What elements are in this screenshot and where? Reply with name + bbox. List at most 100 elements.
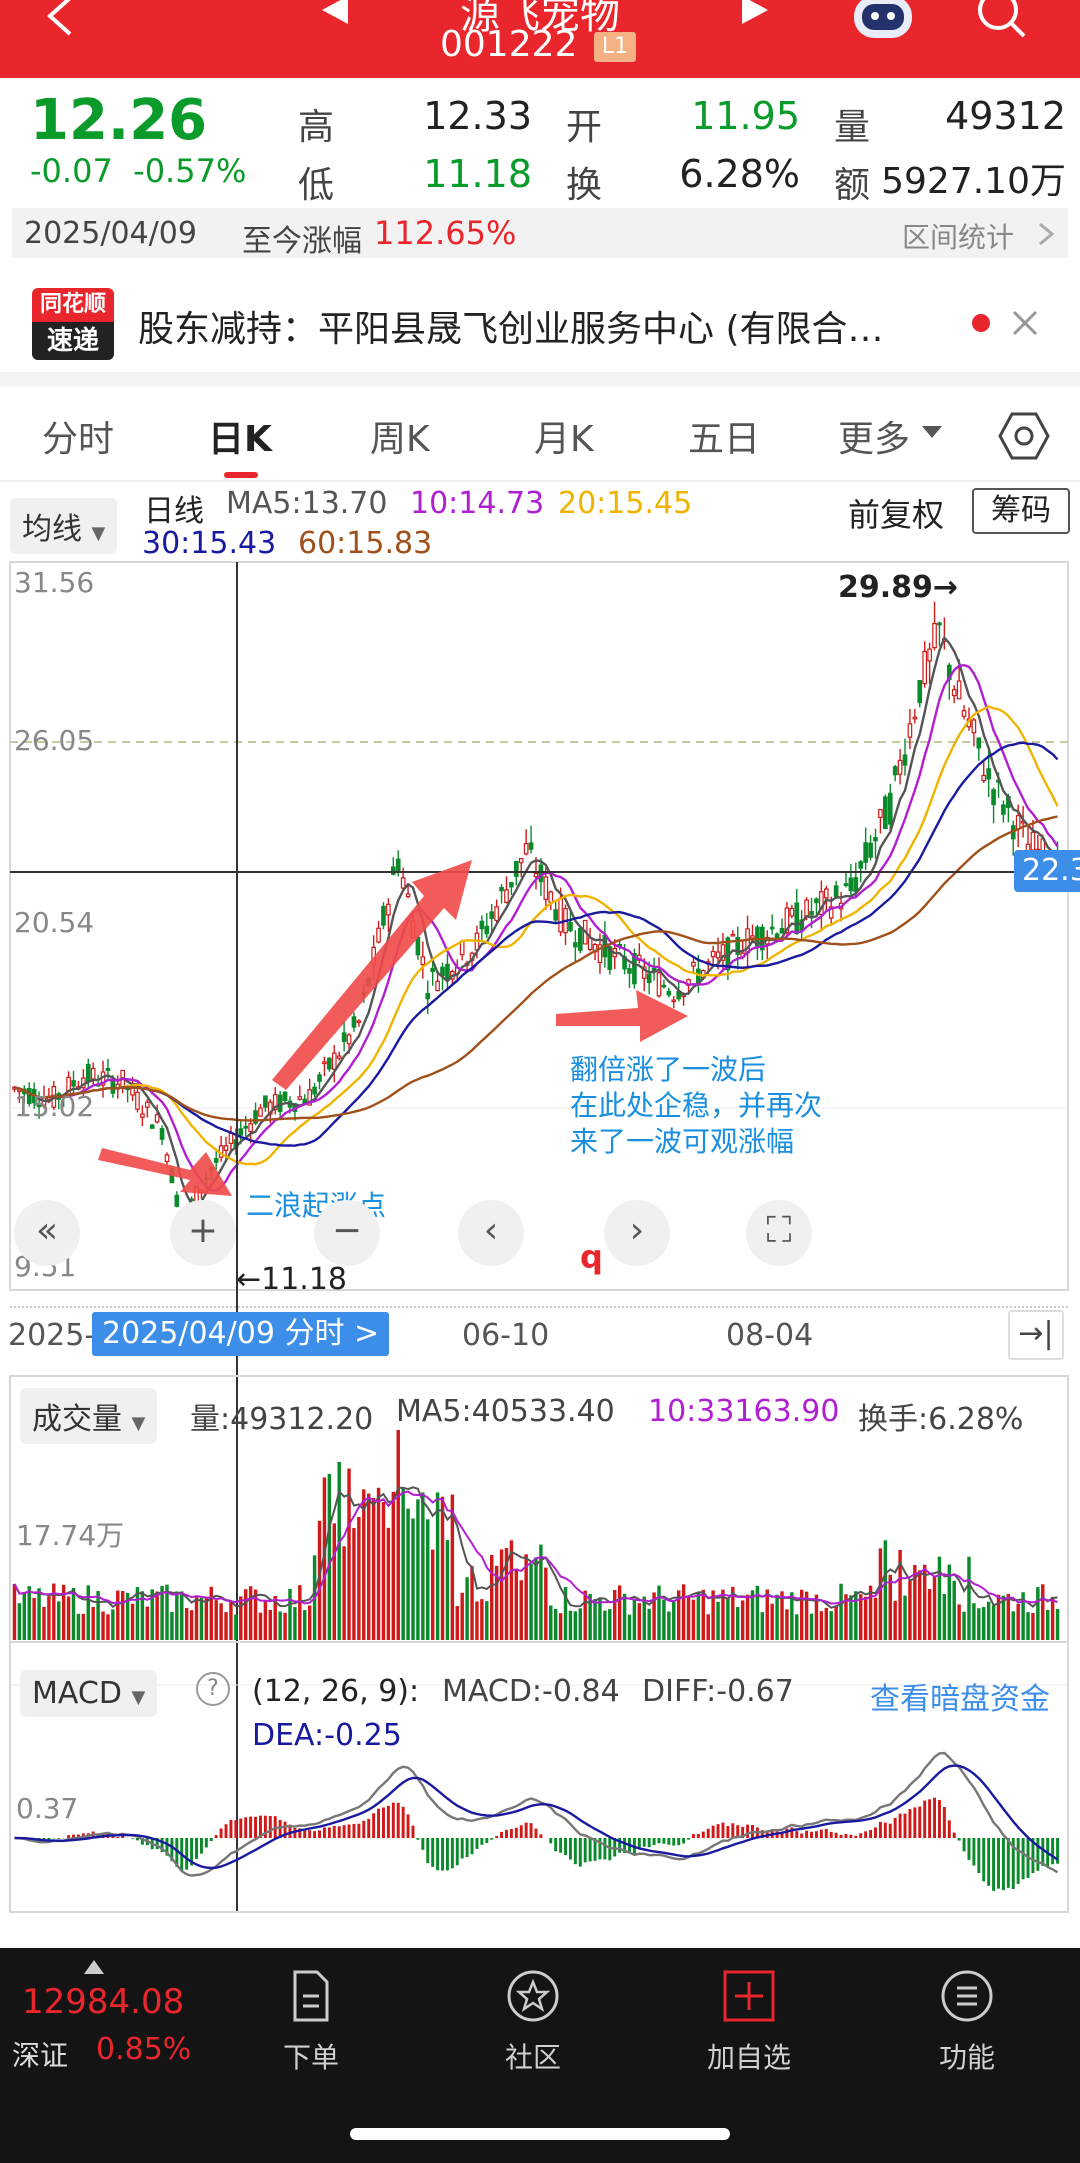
turnover-label: 换 <box>566 165 603 206</box>
candle-body <box>386 903 391 916</box>
candle-body <box>533 872 539 878</box>
volume-bar <box>549 1605 553 1640</box>
volume-bar <box>111 1609 115 1640</box>
volume-bar <box>829 1611 833 1640</box>
ma-selector-label: 均线 <box>22 512 82 547</box>
candle-body <box>543 876 549 900</box>
volume-bar <box>362 1489 366 1640</box>
candle-body <box>1030 831 1036 851</box>
y-tick: 26.05 <box>14 724 95 757</box>
kline-chart[interactable] <box>0 560 1080 1932</box>
search-icon[interactable] <box>972 0 1032 48</box>
next-stock-icon[interactable] <box>736 0 776 34</box>
candle-body <box>823 888 829 899</box>
candle-body <box>833 885 839 897</box>
candle-body <box>140 1113 145 1118</box>
scroll-left-fast-button[interactable]: « <box>14 1200 80 1266</box>
candle-body <box>435 980 440 992</box>
volume-bar <box>780 1591 784 1640</box>
candle-body <box>110 1078 116 1094</box>
index-value[interactable]: 12984.08 <box>22 1982 185 2022</box>
news-banner[interactable]: 同花顺 速递 股东减持：平阳县晟飞创业服务中心 (有限合… <box>0 272 1080 372</box>
volume-bar <box>736 1607 740 1640</box>
adjust-mode[interactable]: 前复权 <box>848 496 945 534</box>
volume-bar <box>184 1607 189 1640</box>
prev-stock-icon[interactable] <box>316 0 356 34</box>
fullscreen-button[interactable]: ⛶ <box>746 1200 812 1266</box>
volume-bar <box>268 1609 273 1640</box>
volume-bar <box>863 1596 868 1640</box>
candle-body <box>238 1128 244 1136</box>
volume-bar <box>637 1603 642 1640</box>
macd-selector[interactable]: MACD ▼ <box>20 1670 158 1717</box>
volume-bar <box>701 1589 706 1640</box>
expand-up-icon[interactable] <box>84 1960 104 1974</box>
volume-bar <box>303 1610 307 1640</box>
tab-more[interactable]: 更多 <box>838 419 911 460</box>
ma-selector[interactable]: 均线 ▼ <box>10 498 118 554</box>
chip-button[interactable]: 筹码 <box>972 488 1070 534</box>
volume-bar <box>204 1597 209 1640</box>
volume-bar <box>652 1592 656 1640</box>
candle-body <box>263 1095 268 1108</box>
cursor-date-tag[interactable]: 2025/04/09 分时 > <box>92 1312 390 1356</box>
volume-bar <box>288 1588 292 1640</box>
volume-bar <box>391 1491 396 1640</box>
nav-community[interactable]: 社区 <box>458 1968 608 2076</box>
volume-bar <box>745 1594 750 1640</box>
volume-bar <box>573 1611 578 1640</box>
turnover-rate: 换手:6.28% <box>858 1402 1024 1437</box>
settings-icon[interactable] <box>998 410 1050 462</box>
volume-bar <box>96 1591 100 1640</box>
volume-selector[interactable]: 成交量 ▼ <box>20 1388 158 1444</box>
tab-daily-k[interactable]: 日K <box>208 419 272 460</box>
candle-body <box>789 907 795 917</box>
volume-bar <box>180 1591 184 1640</box>
volume-bar <box>859 1594 863 1640</box>
volume-bar <box>790 1592 794 1640</box>
range-stats-link[interactable]: 区间统计 <box>902 221 1015 254</box>
zoom-in-button[interactable]: + <box>170 1200 236 1266</box>
dark-pool-link[interactable]: 查看暗盘资金 <box>870 1682 1050 1717</box>
macd-line <box>14 1764 1059 1870</box>
volume-bar <box>347 1468 351 1640</box>
nav-add-watchlist[interactable]: 加自选 <box>674 1968 824 2076</box>
y-tick: 31.56 <box>14 566 95 599</box>
close-icon[interactable] <box>1010 308 1040 338</box>
candle-body <box>228 1132 234 1144</box>
volume-bar <box>755 1585 760 1640</box>
nav-functions[interactable]: 功能 <box>892 1968 1042 2076</box>
candle-body <box>351 1016 357 1028</box>
nav-order[interactable]: 下单 <box>236 1968 386 2076</box>
back-icon[interactable] <box>40 0 80 44</box>
volume-bar <box>194 1596 199 1640</box>
since-value: 112.65% <box>374 214 517 252</box>
volume-bar <box>765 1589 769 1640</box>
candle-body <box>317 1074 322 1082</box>
jump-to-latest-button[interactable]: →| <box>1008 1310 1064 1360</box>
low-marker: ←11.18 <box>236 1262 348 1297</box>
volume-bar <box>1026 1612 1030 1640</box>
scroll-right-button[interactable]: › <box>604 1200 670 1266</box>
volume-bar <box>435 1492 440 1640</box>
volume-bar <box>248 1586 253 1640</box>
volume-bar <box>608 1609 612 1640</box>
robot-assistant-icon[interactable] <box>848 0 918 50</box>
tab-five-day[interactable]: 五日 <box>688 419 761 460</box>
candle-body <box>720 944 726 961</box>
volume-bar <box>972 1603 976 1640</box>
candle-body <box>174 1194 180 1207</box>
volume-bar <box>57 1601 61 1640</box>
help-icon[interactable]: ? <box>196 1672 230 1706</box>
nav-label: 社区 <box>504 2041 561 2074</box>
scroll-left-button[interactable]: ‹ <box>458 1200 524 1266</box>
candle-body <box>691 961 696 967</box>
volume-bar <box>716 1601 720 1640</box>
tab-weekly-k[interactable]: 周K <box>370 419 430 460</box>
tab-monthly-k[interactable]: 月K <box>534 419 594 460</box>
tab-intraday[interactable]: 分时 <box>42 419 115 460</box>
candle-body <box>779 928 785 934</box>
zoom-out-button[interactable]: − <box>314 1200 380 1266</box>
candle-body <box>504 889 509 903</box>
volume-bar <box>804 1591 809 1640</box>
